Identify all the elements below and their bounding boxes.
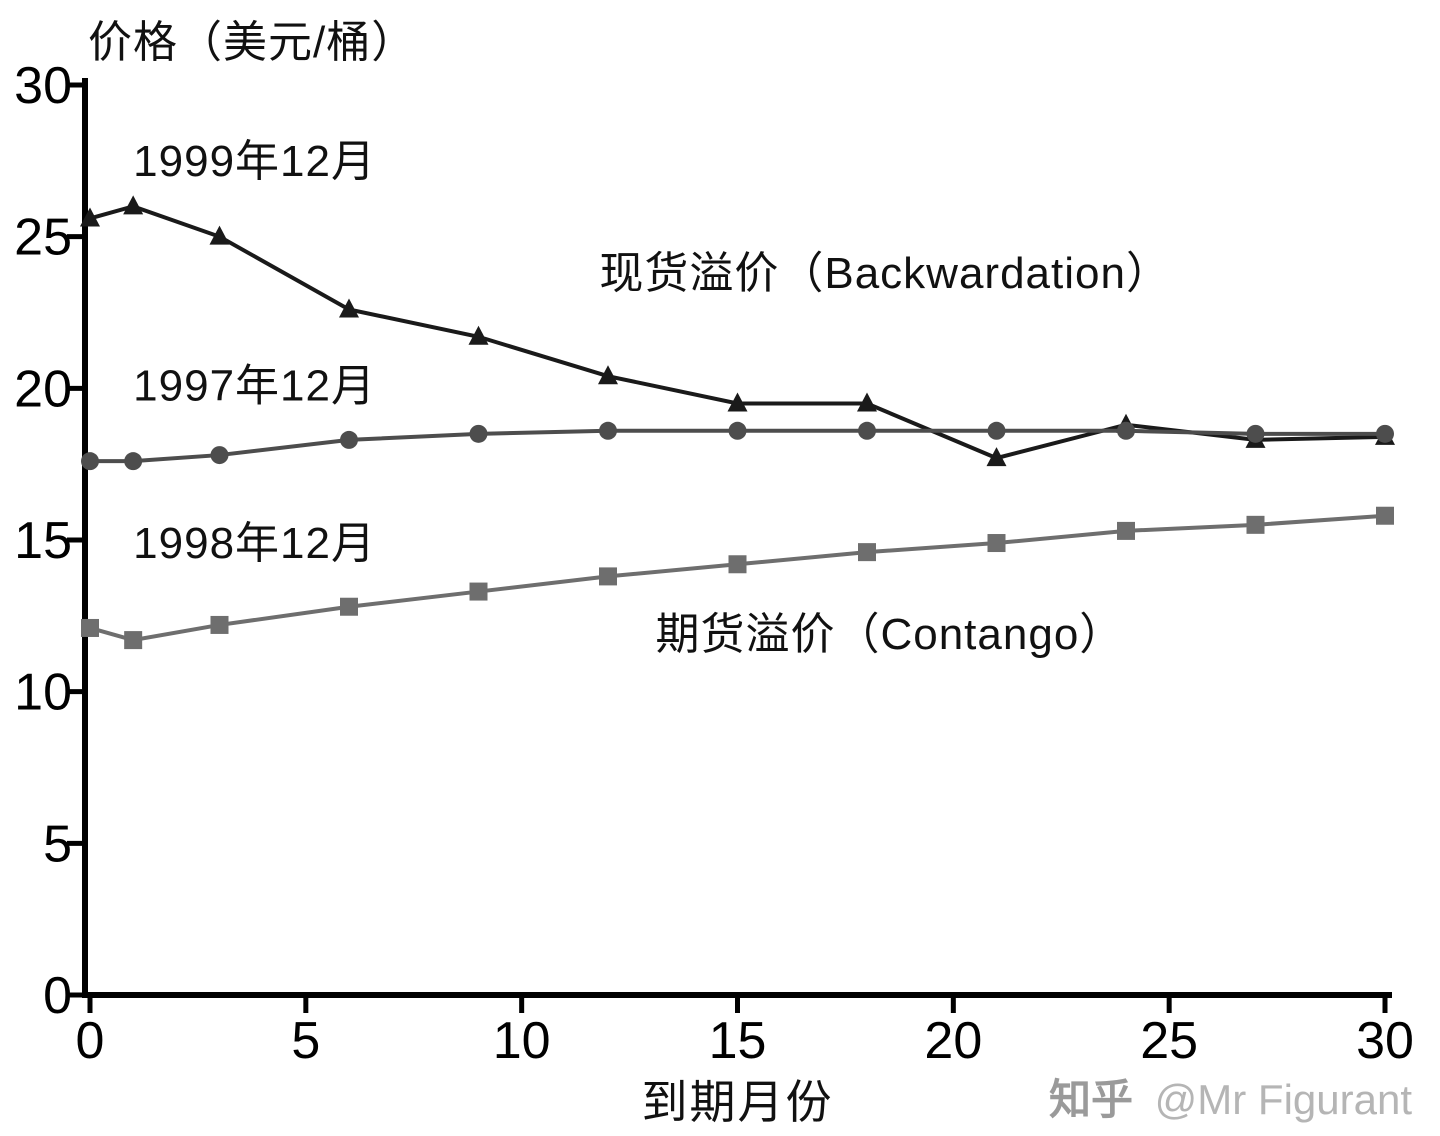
y-tick-label: 0 bbox=[43, 967, 72, 1025]
y-tick-label: 20 bbox=[14, 360, 72, 418]
marker-circle bbox=[340, 430, 358, 449]
marker-square bbox=[210, 615, 229, 634]
marker-circle bbox=[210, 446, 229, 465]
marker-circle bbox=[1246, 424, 1265, 443]
chart-annotation: 1997年12月 bbox=[133, 361, 376, 410]
x-axis-title: 到期月份 bbox=[641, 1076, 834, 1128]
y-tick-label: 25 bbox=[14, 209, 72, 267]
marker-square bbox=[1117, 521, 1135, 540]
x-tick-label: 10 bbox=[493, 1012, 551, 1070]
series-line-square bbox=[89, 513, 1386, 643]
zhihu-logo-text: 知乎 bbox=[1048, 1076, 1133, 1123]
y-tick-label: 5 bbox=[43, 815, 72, 873]
marker-triangle bbox=[727, 392, 748, 412]
x-tick-label: 20 bbox=[924, 1012, 982, 1070]
x-tick-label: 25 bbox=[1140, 1012, 1198, 1070]
marker-triangle bbox=[339, 298, 359, 318]
marker-square bbox=[81, 618, 99, 637]
y-tick-label: 15 bbox=[14, 512, 72, 570]
marker-circle bbox=[858, 421, 876, 440]
marker-square bbox=[1246, 515, 1265, 534]
x-tick-label: 5 bbox=[291, 1012, 320, 1070]
marker-triangle bbox=[857, 392, 877, 412]
marker-square bbox=[728, 555, 747, 574]
chart-annotation: 1999年12月 bbox=[133, 137, 376, 186]
y-tick-label: 30 bbox=[14, 57, 72, 115]
x-tick-label: 15 bbox=[709, 1012, 767, 1070]
marker-square bbox=[987, 534, 1006, 553]
marker-square bbox=[858, 543, 876, 562]
marker-square bbox=[1376, 506, 1394, 525]
x-tick-label: 0 bbox=[76, 1012, 105, 1070]
marker-triangle bbox=[123, 195, 144, 215]
series-line-circle bbox=[90, 428, 1385, 464]
marker-square bbox=[124, 631, 143, 650]
marker-triangle bbox=[209, 225, 230, 245]
marker-circle bbox=[1117, 421, 1135, 440]
marker-square bbox=[340, 597, 358, 616]
marker-circle bbox=[728, 421, 747, 440]
marker-triangle bbox=[80, 207, 100, 227]
marker-square bbox=[469, 582, 488, 601]
y-axis-title: 价格（美元/桶） bbox=[88, 18, 417, 67]
marker-triangle bbox=[598, 365, 618, 385]
chart-annotation: 1998年12月 bbox=[133, 519, 376, 568]
marker-circle bbox=[1376, 424, 1394, 443]
watermark-author: @Mr Figurant bbox=[1154, 1076, 1412, 1123]
chart-annotation: 现货溢价（Backwardation） bbox=[599, 249, 1171, 298]
marker-triangle bbox=[468, 325, 489, 345]
y-tick-label: 10 bbox=[14, 664, 72, 722]
marker-triangle bbox=[986, 447, 1007, 467]
marker-circle bbox=[469, 424, 488, 443]
marker-circle bbox=[599, 421, 617, 440]
marker-circle bbox=[124, 452, 143, 471]
x-tick-label: 30 bbox=[1356, 1012, 1414, 1070]
series-line-triangle bbox=[89, 204, 1386, 461]
marker-circle bbox=[987, 421, 1006, 440]
watermark: 知乎 @Mr Figurant bbox=[1049, 1066, 1412, 1127]
chart-annotation: 期货溢价（Contango） bbox=[655, 610, 1124, 659]
marker-circle bbox=[81, 452, 99, 471]
marker-square bbox=[599, 567, 617, 586]
